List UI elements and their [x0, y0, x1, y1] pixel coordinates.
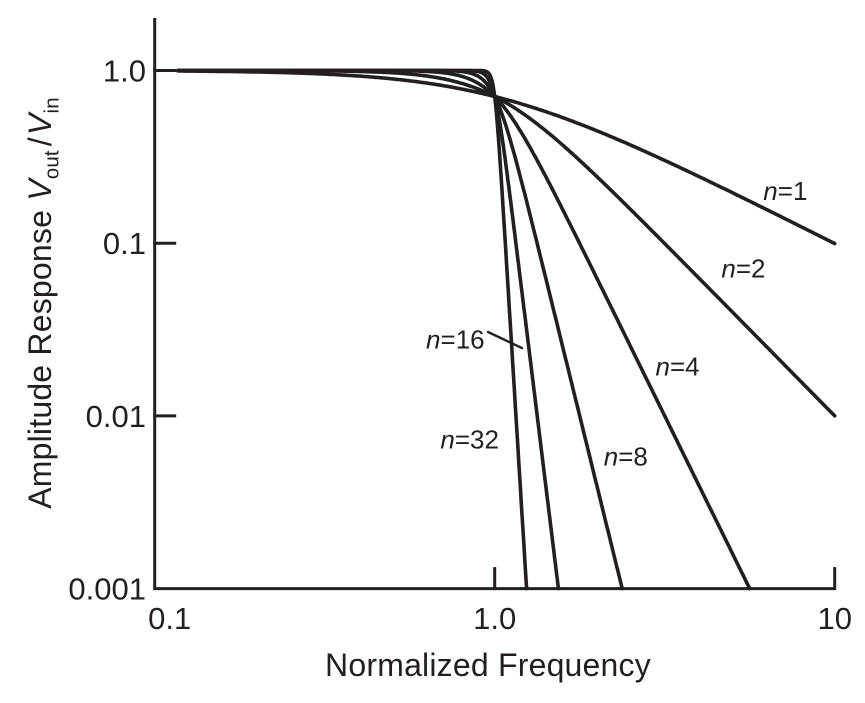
ticks-group — [153, 69, 837, 591]
curve-label-n=16: n=16 — [426, 324, 485, 354]
slash-separator: / — [22, 137, 58, 147]
x-axis-title: Normalized Frequency — [325, 647, 651, 683]
y-axis-title-prefix: Amplitude Response — [22, 200, 58, 509]
curve-n=8 — [176, 68, 624, 591]
curve-label-leader-n=16 — [486, 330, 524, 350]
y-tick-label-0.001: 0.001 — [68, 572, 146, 607]
curve-labels-group: n=1 n=2 n=4 n=8 n=16 n=32 — [426, 176, 807, 472]
y-tick-label-1.0: 1.0 — [103, 54, 146, 89]
curve-label-n=8: n=8 — [604, 441, 648, 471]
x-tick-label-10: 10 — [817, 601, 851, 636]
x-tick-label-1.0: 1.0 — [473, 601, 516, 636]
curve-n=16 — [176, 68, 561, 591]
curve-label-n=1: n=1 — [763, 176, 807, 206]
v-out-symbol: V — [22, 179, 58, 201]
y-axis-title: Amplitude Response Vout/Vin — [22, 97, 63, 509]
curve-label-n=4: n=4 — [655, 352, 699, 382]
curve-label-n=2: n=2 — [721, 254, 765, 284]
curve-label-n=32: n=32 — [440, 424, 499, 454]
axis-frame — [153, 18, 835, 591]
y-tick-label-0.1: 0.1 — [103, 226, 146, 261]
curve-n=32 — [176, 68, 529, 591]
v-in-subscript: in — [40, 97, 64, 114]
v-out-subscript: out — [40, 150, 64, 180]
curves-group — [176, 68, 837, 591]
y-tick-label-0.01: 0.01 — [86, 399, 146, 434]
v-in-symbol: V — [22, 113, 58, 136]
x-tick-label-0.1: 0.1 — [148, 601, 191, 636]
axes-group — [153, 18, 835, 591]
curve-n=1 — [176, 69, 837, 246]
